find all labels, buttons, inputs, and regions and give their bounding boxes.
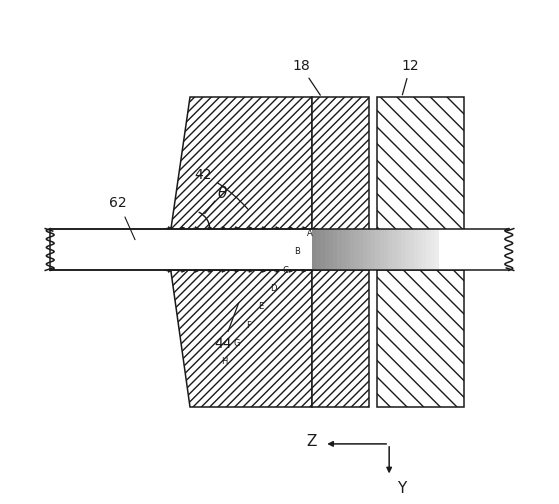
Bar — [350, 229, 354, 271]
Bar — [320, 229, 325, 271]
Text: 12: 12 — [401, 59, 419, 95]
Bar — [380, 229, 384, 271]
Text: $\theta$: $\theta$ — [217, 185, 228, 201]
Bar — [414, 229, 418, 271]
Polygon shape — [377, 229, 464, 407]
Bar — [371, 229, 376, 271]
Bar — [439, 229, 509, 271]
Bar — [418, 229, 422, 271]
Text: A: A — [306, 229, 312, 238]
Text: 42: 42 — [195, 168, 248, 209]
Text: E: E — [258, 302, 264, 311]
Text: 44: 44 — [215, 303, 239, 351]
Text: H: H — [221, 357, 228, 366]
Polygon shape — [377, 97, 464, 271]
Bar — [392, 229, 397, 271]
Text: Z: Z — [306, 434, 317, 449]
Text: 62: 62 — [108, 196, 126, 210]
Bar — [409, 229, 414, 271]
Text: G: G — [234, 339, 240, 348]
Bar — [358, 229, 363, 271]
Text: C: C — [282, 266, 288, 275]
Bar — [384, 229, 388, 271]
Bar — [342, 229, 346, 271]
Bar — [337, 229, 342, 271]
Bar — [363, 229, 367, 271]
Bar — [388, 229, 392, 271]
Bar — [50, 229, 317, 271]
Polygon shape — [312, 229, 369, 407]
Bar — [405, 229, 409, 271]
Bar — [435, 229, 439, 271]
Text: F: F — [247, 321, 252, 330]
Bar — [333, 229, 337, 271]
Bar — [427, 229, 430, 271]
Bar — [346, 229, 350, 271]
Bar — [430, 229, 435, 271]
Bar — [329, 229, 333, 271]
Bar — [422, 229, 427, 271]
Polygon shape — [312, 97, 369, 271]
Text: D: D — [270, 284, 276, 293]
Bar — [354, 229, 358, 271]
Bar — [312, 229, 316, 271]
Bar — [316, 229, 320, 271]
Bar — [397, 229, 401, 271]
Bar — [325, 229, 329, 271]
Text: 18: 18 — [292, 59, 320, 95]
Text: Y: Y — [397, 481, 406, 496]
Text: B: B — [295, 247, 300, 257]
Polygon shape — [165, 97, 312, 271]
Bar — [367, 229, 371, 271]
Polygon shape — [165, 229, 312, 407]
Bar — [401, 229, 405, 271]
Bar — [376, 229, 380, 271]
